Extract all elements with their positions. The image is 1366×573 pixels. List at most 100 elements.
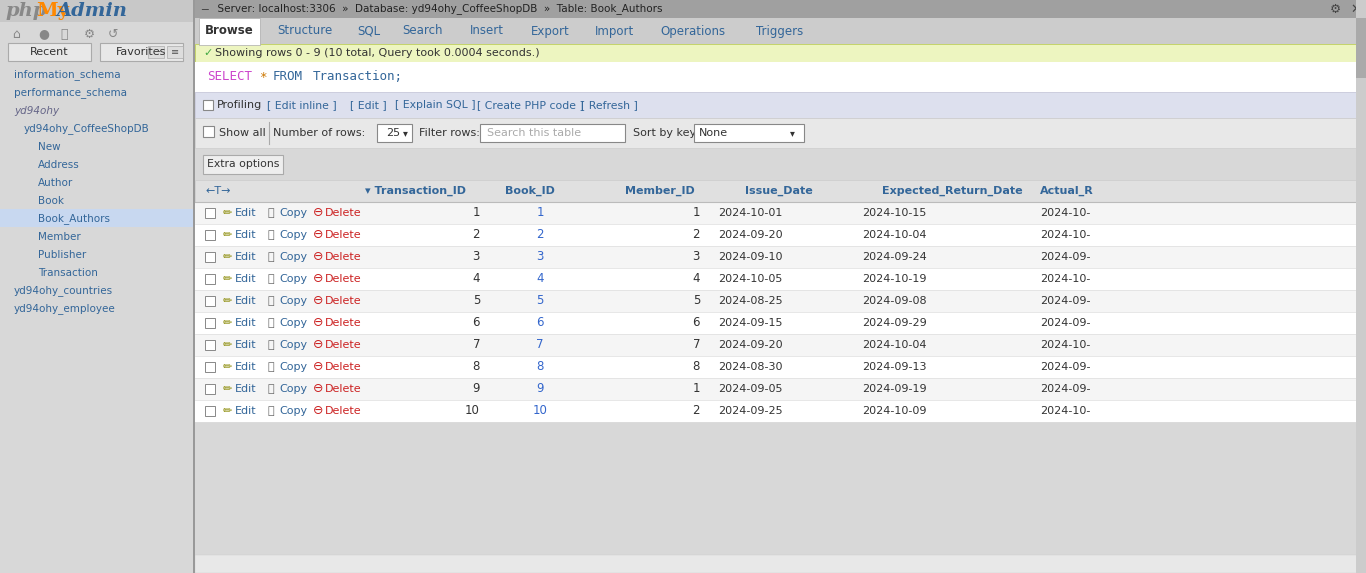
- Text: 4: 4: [473, 273, 479, 285]
- Text: 25: 25: [387, 128, 400, 138]
- Text: yd94ohy_CoffeeShopDB: yd94ohy_CoffeeShopDB: [25, 124, 150, 135]
- Text: ●: ●: [38, 28, 49, 41]
- Bar: [195, 378, 1366, 400]
- Text: ⎘: ⎘: [266, 230, 273, 240]
- Text: Copy: Copy: [279, 230, 307, 240]
- Bar: [195, 312, 1366, 334]
- Text: Delete: Delete: [325, 340, 362, 350]
- Text: 2024-09-08: 2024-09-08: [862, 296, 926, 306]
- Text: 2024-09-20: 2024-09-20: [719, 230, 783, 240]
- Text: 2024-09-: 2024-09-: [1040, 362, 1090, 372]
- Bar: [195, 202, 1366, 224]
- Bar: [195, 334, 1366, 356]
- Bar: [205, 406, 214, 416]
- Text: ✏: ✏: [223, 340, 232, 350]
- Text: *: *: [260, 70, 266, 84]
- Bar: [0, 0, 193, 573]
- Text: yd94ohy_employee: yd94ohy_employee: [14, 304, 116, 315]
- Text: Favorites: Favorites: [116, 47, 167, 57]
- Bar: [0, 0, 193, 22]
- Bar: [148, 46, 164, 58]
- Text: Structure: Structure: [277, 25, 332, 37]
- Text: ⊖: ⊖: [313, 273, 324, 285]
- Text: ✏: ✏: [223, 362, 232, 372]
- Bar: [195, 44, 1366, 62]
- Text: ▾: ▾: [790, 128, 795, 138]
- Text: ✏: ✏: [223, 252, 232, 262]
- Text: ⊖: ⊖: [313, 405, 324, 418]
- Text: ⊖: ⊖: [313, 383, 324, 395]
- Bar: [204, 155, 283, 174]
- Text: ⎘: ⎘: [60, 28, 67, 41]
- Text: Operations: Operations: [661, 25, 725, 37]
- Text: Member: Member: [38, 232, 81, 242]
- Bar: [205, 384, 214, 394]
- Text: 2024-10-01: 2024-10-01: [719, 208, 783, 218]
- Text: Show all: Show all: [219, 128, 266, 138]
- Text: My: My: [36, 2, 70, 20]
- Text: Copy: Copy: [279, 362, 307, 372]
- Text: Delete: Delete: [325, 318, 362, 328]
- Text: Copy: Copy: [279, 252, 307, 262]
- Text: ⎘: ⎘: [266, 208, 273, 218]
- Text: ✏: ✏: [223, 406, 232, 416]
- Text: ⊖: ⊖: [313, 339, 324, 351]
- Text: 2024-08-30: 2024-08-30: [719, 362, 783, 372]
- Text: SELECT: SELECT: [208, 70, 251, 84]
- Bar: [205, 340, 214, 350]
- Text: 7: 7: [537, 339, 544, 351]
- Text: 2024-09-: 2024-09-: [1040, 318, 1090, 328]
- Bar: [195, 356, 1366, 378]
- Text: Expected_Return_Date: Expected_Return_Date: [882, 186, 1023, 196]
- Text: 8: 8: [537, 360, 544, 374]
- Bar: [100, 43, 183, 61]
- Text: Delete: Delete: [325, 406, 362, 416]
- Text: Book_Authors: Book_Authors: [38, 214, 111, 225]
- Bar: [479, 124, 626, 142]
- Text: 2024-10-15: 2024-10-15: [862, 208, 926, 218]
- Text: Edit: Edit: [235, 252, 257, 262]
- Text: 2024-10-04: 2024-10-04: [862, 340, 926, 350]
- Text: Delete: Delete: [325, 384, 362, 394]
- Text: 2: 2: [537, 229, 544, 241]
- Text: Edit: Edit: [235, 406, 257, 416]
- Text: ←T→: ←T→: [205, 186, 231, 196]
- Text: Copy: Copy: [279, 274, 307, 284]
- Text: Extra options: Extra options: [206, 159, 279, 169]
- Text: Profiling: Profiling: [217, 100, 262, 110]
- Text: ─: ─: [153, 47, 158, 57]
- Text: Transaction;: Transaction;: [313, 70, 403, 84]
- Text: 10: 10: [533, 405, 548, 418]
- Text: Book_ID: Book_ID: [505, 186, 555, 196]
- Bar: [195, 246, 1366, 268]
- Text: 2024-09-25: 2024-09-25: [719, 406, 783, 416]
- Text: Delete: Delete: [325, 274, 362, 284]
- Bar: [195, 290, 1366, 312]
- Text: Publisher: Publisher: [38, 250, 86, 260]
- Bar: [205, 274, 214, 284]
- Text: ⊖: ⊖: [313, 316, 324, 329]
- Text: Copy: Copy: [279, 406, 307, 416]
- Text: ▾: ▾: [403, 128, 408, 138]
- Text: Address: Address: [38, 160, 79, 170]
- Text: Delete: Delete: [325, 362, 362, 372]
- Text: 5: 5: [537, 295, 544, 308]
- Text: Actual_R: Actual_R: [1040, 186, 1094, 196]
- Bar: [377, 124, 413, 142]
- Bar: [205, 296, 214, 306]
- Text: None: None: [699, 128, 728, 138]
- Text: ⊖: ⊖: [313, 360, 324, 374]
- Bar: [195, 180, 1366, 202]
- Bar: [195, 92, 1366, 118]
- Text: 2024-09-05: 2024-09-05: [719, 384, 783, 394]
- Text: Copy: Copy: [279, 208, 307, 218]
- Text: 2024-10-09: 2024-10-09: [862, 406, 926, 416]
- Bar: [205, 252, 214, 262]
- Text: ✏: ✏: [223, 318, 232, 328]
- Bar: [205, 318, 214, 328]
- Text: ✏: ✏: [223, 274, 232, 284]
- Text: Member_ID: Member_ID: [626, 186, 695, 196]
- Text: 2024-10-: 2024-10-: [1040, 230, 1090, 240]
- Text: 5: 5: [473, 295, 479, 308]
- Bar: [204, 100, 213, 110]
